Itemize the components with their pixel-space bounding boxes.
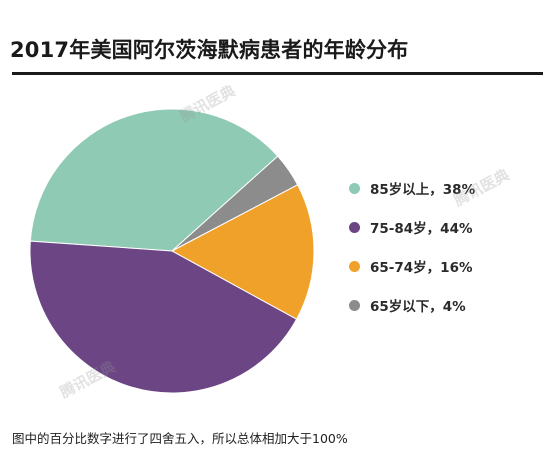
footnote: 图中的百分比数字进行了四舍五入，所以总体相加大于100%: [12, 431, 348, 446]
legend-swatch: [349, 221, 360, 233]
legend-swatch: [349, 260, 360, 272]
chart-title: 2017年美国阿尔茨海默病患者的年龄分布: [10, 38, 409, 62]
legend-label: 75-84岁，44%: [370, 221, 473, 237]
slice-85-plus: [29, 108, 279, 252]
legend-item-75-84: 75-84岁，44%: [349, 217, 475, 237]
legend-label: 65岁以下，4%: [370, 299, 466, 315]
legend: 85岁以上，38% 75-84岁，44% 65-74岁，16% 65岁以下，4%: [349, 178, 475, 334]
legend-item-65-74: 65-74岁，16%: [349, 256, 475, 276]
legend-item-85-plus: 85岁以上，38%: [349, 178, 475, 198]
legend-label: 65-74岁，16%: [370, 260, 473, 276]
slice-65-74: [170, 184, 315, 320]
legend-label: 85岁以上，38%: [370, 182, 476, 198]
legend-swatch: [349, 299, 360, 311]
slice-75-84: [29, 240, 298, 394]
legend-swatch: [349, 182, 360, 194]
legend-item-under-65: 65岁以下，4%: [349, 295, 475, 315]
title-divider: [12, 72, 543, 75]
